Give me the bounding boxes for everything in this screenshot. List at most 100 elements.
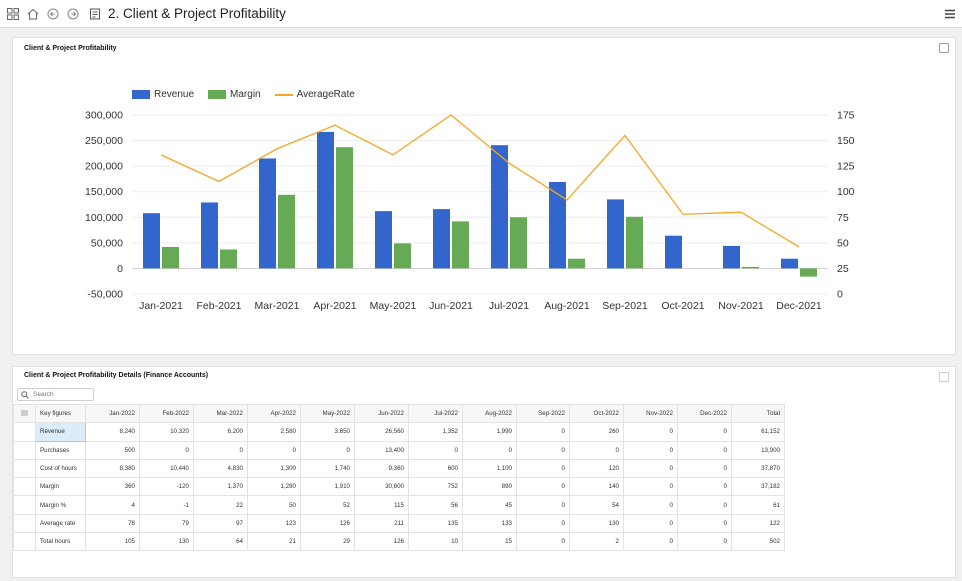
table-cell[interactable]: 29	[300, 532, 355, 552]
table-cell[interactable]: 0	[300, 440, 355, 460]
row-menu-icon[interactable]	[13, 403, 36, 424]
table-cell[interactable]: 45	[462, 495, 517, 515]
table-cell[interactable]: 0	[408, 440, 463, 460]
table-cell[interactable]: 752	[408, 477, 463, 497]
table-row[interactable]: Margin 360 -120 1,370 1,280 1,910 30,600 752 890…	[13, 477, 785, 497]
table-cell[interactable]: 0	[677, 495, 732, 515]
table-cell[interactable]: 0	[623, 458, 678, 479]
table-cell[interactable]: 13,900	[731, 440, 785, 460]
table-cell[interactable]: 0	[193, 440, 248, 460]
table-cell[interactable]: 61,152	[731, 422, 785, 442]
table-cell[interactable]: 130	[569, 513, 624, 534]
table-row[interactable]: Total hours 105 130 64 21 29 126 10 15 0 2 0 0 502	[13, 532, 785, 552]
table-cell[interactable]: 0	[677, 422, 732, 442]
column-header[interactable]: Nov-2022	[623, 403, 678, 424]
table-cell[interactable]: 97	[193, 513, 248, 534]
table-cell[interactable]: 122	[731, 513, 785, 534]
table-cell[interactable]: 0	[677, 477, 732, 497]
table-cell[interactable]: 54	[569, 495, 624, 515]
table-cell[interactable]: 37,182	[731, 477, 785, 497]
table-cell[interactable]: 6,200	[193, 422, 248, 442]
table-cell[interactable]: 2	[569, 532, 624, 552]
table-row[interactable]: Average rate 78 79 97 123 126 211 135 133 0 130 0 0 1…	[13, 513, 785, 534]
table-cell[interactable]: 130	[139, 532, 194, 552]
table-cell[interactable]: 1,910	[300, 477, 355, 497]
table-cell[interactable]: 0	[516, 422, 570, 442]
column-header[interactable]: Dec-2022	[677, 403, 732, 424]
table-cell[interactable]: -120	[139, 477, 194, 497]
column-header[interactable]: Total	[731, 403, 785, 424]
home-icon[interactable]	[26, 7, 40, 21]
table-cell[interactable]: 890	[462, 477, 517, 497]
table-cell[interactable]: 13,400	[354, 440, 409, 460]
table-cell[interactable]: 500	[85, 440, 140, 460]
table-cell[interactable]: 0	[462, 440, 517, 460]
table-cell[interactable]: 0	[623, 513, 678, 534]
table-cell[interactable]: 78	[85, 513, 140, 534]
column-header[interactable]: Aug-2022	[462, 403, 517, 424]
column-header[interactable]: Key figures	[35, 403, 86, 424]
table-cell[interactable]: 8,240	[85, 422, 140, 442]
table-cell[interactable]: 0	[569, 440, 624, 460]
table-cell[interactable]: 1,990	[462, 422, 517, 442]
legend-item-averagerate[interactable]: AverageRate	[274, 89, 355, 100]
legend-item-margin[interactable]: Margin	[208, 89, 261, 100]
table-cell[interactable]: 0	[516, 513, 570, 534]
table-cell[interactable]: 0	[677, 532, 732, 552]
table-row[interactable]: Margin % 4 -1 22 50 52 115 56 45 0 54 0 0 61	[13, 495, 785, 515]
table-cell[interactable]: 0	[677, 513, 732, 534]
table-cell[interactable]: 0	[623, 477, 678, 497]
column-header[interactable]: Sep-2022	[516, 403, 570, 424]
hamburger-menu-icon[interactable]	[944, 7, 956, 19]
table-cell[interactable]: 140	[569, 477, 624, 497]
table-cell[interactable]: 0	[516, 495, 570, 515]
table-cell[interactable]: 30,600	[354, 477, 409, 497]
table-cell[interactable]: 115	[354, 495, 409, 515]
table-cell[interactable]: 126	[300, 513, 355, 534]
table-cell[interactable]: 0	[623, 495, 678, 515]
table-cell[interactable]: 52	[300, 495, 355, 515]
table-cell[interactable]: 0	[623, 532, 678, 552]
table-cell[interactable]: 10,320	[139, 422, 194, 442]
grid-icon[interactable]	[6, 7, 20, 21]
column-header[interactable]: Jan-2022	[85, 403, 140, 424]
table-cell[interactable]: 135	[408, 513, 463, 534]
table-cell[interactable]: 37,870	[731, 458, 785, 479]
table-cell[interactable]: 0	[516, 458, 570, 479]
expand-icon[interactable]	[939, 43, 949, 53]
table-cell[interactable]: 126	[354, 532, 409, 552]
table-cell[interactable]: 120	[569, 458, 624, 479]
row-label[interactable]: Margin	[35, 477, 86, 497]
table-cell[interactable]: 1,100	[462, 458, 517, 479]
table-row[interactable]: Revenue 8,240 10,320 6,200 2,580 3,650 26,560 1…	[13, 422, 785, 442]
back-icon[interactable]	[46, 7, 60, 21]
row-label[interactable]: Margin %	[35, 495, 86, 515]
table-cell[interactable]: 0	[516, 477, 570, 497]
row-label[interactable]: Average rate	[35, 513, 86, 534]
table-cell[interactable]: 502	[731, 532, 785, 552]
table-cell[interactable]: 123	[247, 513, 301, 534]
table-cell[interactable]: 105	[85, 532, 140, 552]
table-cell[interactable]: 0	[247, 440, 301, 460]
table-cell[interactable]: 1,352	[408, 422, 463, 442]
column-header[interactable]: Jul-2022	[408, 403, 463, 424]
table-cell[interactable]: 8,380	[85, 458, 140, 479]
table-cell[interactable]: 133	[462, 513, 517, 534]
table-cell[interactable]: 1,300	[247, 458, 301, 479]
column-header[interactable]: Mar-2022	[193, 403, 248, 424]
table-cell[interactable]: 0	[516, 440, 570, 460]
row-label[interactable]: Revenue	[35, 422, 86, 442]
row-label[interactable]: Purchases	[35, 440, 86, 460]
column-header[interactable]: Feb-2022	[139, 403, 194, 424]
table-row[interactable]: Cost of hours 8,380 10,440 4,830 1,300 1,740 9…	[13, 458, 785, 479]
table-cell[interactable]: -1	[139, 495, 194, 515]
table-cell[interactable]: 0	[516, 532, 570, 552]
table-cell[interactable]: 22	[193, 495, 248, 515]
table-cell[interactable]: 2,580	[247, 422, 301, 442]
table-cell[interactable]: 1,740	[300, 458, 355, 479]
table-cell[interactable]: 360	[85, 477, 140, 497]
table-cell[interactable]: 0	[139, 440, 194, 460]
table-cell[interactable]: 26,560	[354, 422, 409, 442]
table-cell[interactable]: 0	[677, 440, 732, 460]
table-cell[interactable]: 1,280	[247, 477, 301, 497]
